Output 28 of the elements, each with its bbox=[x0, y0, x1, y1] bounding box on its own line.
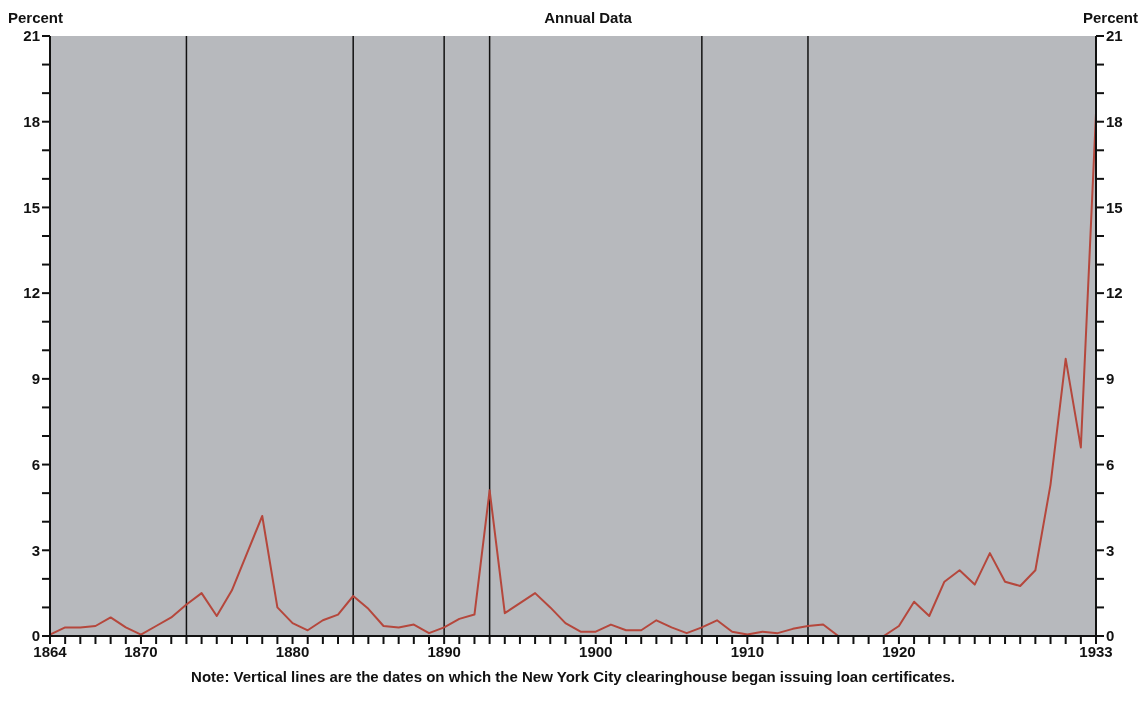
y2-tick-label: 18 bbox=[1106, 113, 1123, 131]
y-tick-label: 15 bbox=[23, 198, 40, 216]
y-tick-label: 0 bbox=[31, 627, 40, 645]
x-tick-label: 1900 bbox=[579, 642, 613, 660]
y2-tick-label: 6 bbox=[1106, 455, 1115, 473]
y-tick-label: 18 bbox=[23, 113, 40, 131]
y2-axis-title: Percent bbox=[1082, 9, 1138, 26]
x-tick-label: 1933 bbox=[1079, 642, 1113, 660]
y-tick-label: 9 bbox=[31, 370, 40, 388]
y2-tick-label: 15 bbox=[1106, 198, 1123, 216]
chart-title: Annual Data bbox=[544, 9, 632, 26]
y2-tick-label: 12 bbox=[1106, 284, 1123, 302]
y2-tick-label: 3 bbox=[1106, 541, 1115, 559]
y-tick-label: 6 bbox=[31, 455, 40, 473]
x-tick-label: 1910 bbox=[730, 642, 765, 660]
x-tick-label: 1870 bbox=[124, 642, 158, 660]
x-tick-label: 1890 bbox=[427, 642, 461, 660]
y2-tick-label: 0 bbox=[1106, 627, 1115, 645]
y-tick-label: 12 bbox=[23, 284, 40, 302]
y2-tick-label: 9 bbox=[1106, 370, 1115, 388]
x-tick-label: 1864 bbox=[33, 642, 68, 660]
text: Note: Vertical lines are the dates on which the New York City clearinghouse began issuing loan certificates. bbox=[190, 668, 956, 685]
y-axis-title: Percent bbox=[8, 9, 64, 26]
y-tick-label: 3 bbox=[31, 541, 40, 559]
x-tick-label: 1880 bbox=[275, 642, 310, 660]
y-tick-label: 21 bbox=[23, 27, 40, 45]
x-tick-label: 1920 bbox=[882, 642, 916, 660]
y2-tick-label: 21 bbox=[1106, 27, 1123, 45]
